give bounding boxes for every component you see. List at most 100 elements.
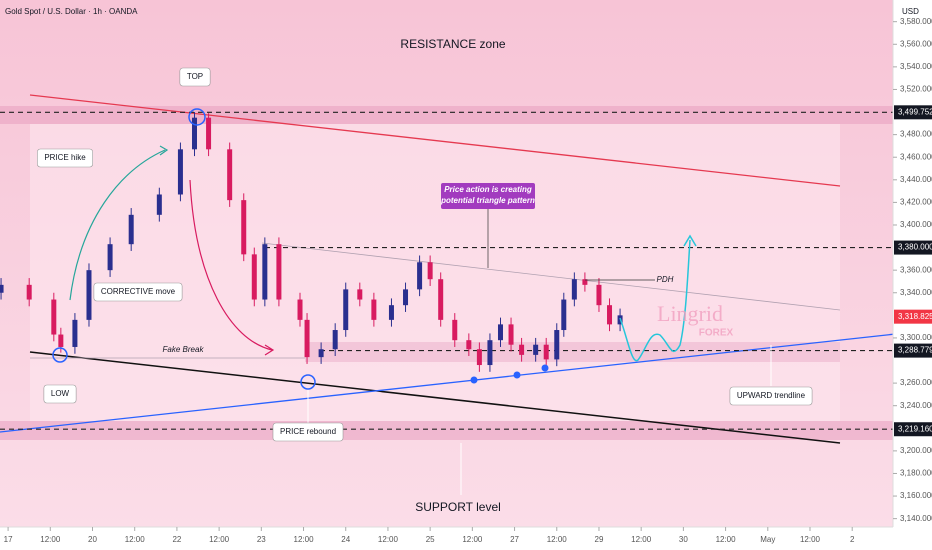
annotation: Fake Break: [163, 345, 205, 354]
x-tick-label: 12:00: [631, 535, 652, 544]
x-tick-label: 2: [850, 535, 855, 544]
candle-body: [318, 349, 324, 358]
x-tick-label: 12:00: [462, 535, 483, 544]
upward-trendline: [0, 329, 932, 433]
price-axis: [893, 0, 932, 550]
price-tag: [894, 105, 932, 120]
symbol-title: Gold Spot / U.S. Dollar · 1h · OANDA: [5, 7, 138, 16]
annotation: UPWARD trendline: [737, 391, 806, 400]
x-tick-label: 12:00: [40, 535, 61, 544]
candle-body: [128, 214, 134, 245]
y-tick-label: 3,440.000: [900, 175, 932, 184]
candle-body: [427, 262, 433, 280]
candle-body: [206, 117, 212, 150]
candle-body: [543, 344, 549, 360]
low-marker: [52, 347, 68, 363]
x-tick-label: 12:00: [125, 535, 146, 544]
callout-box: [441, 183, 535, 209]
y-tick-label: 3,580.000: [900, 17, 932, 26]
x-tick-label: 12:00: [378, 535, 399, 544]
annotation: TOP: [187, 72, 203, 81]
candle-body: [191, 117, 197, 150]
candle-body: [107, 244, 113, 271]
candle-body: [241, 200, 247, 255]
annotation: PRICE rebound: [280, 427, 336, 436]
y-tick-label: 3,140.000: [900, 514, 932, 523]
projection: [619, 239, 691, 362]
candle-body: [72, 319, 78, 347]
x-tick-label: 25: [426, 535, 435, 544]
top-marker: [188, 108, 206, 126]
currency: USD: [902, 7, 919, 16]
y-tick-label: 3,560.000: [900, 39, 932, 48]
x-tick-label: 12:00: [294, 535, 315, 544]
candle-body: [388, 305, 394, 320]
range-box: [30, 124, 840, 421]
fake-break-band: [305, 342, 840, 362]
y-tick-label: 3,400.000: [900, 220, 932, 229]
x-tick-label: 12:00: [716, 535, 737, 544]
candle-body: [466, 340, 472, 350]
price-tag: [894, 240, 932, 255]
candle-body: [571, 279, 577, 300]
y-tick-label: 3,420.000: [900, 198, 932, 207]
y-tick-label: 3,540.000: [900, 62, 932, 71]
candle-body: [417, 262, 423, 290]
candle-body: [0, 284, 4, 293]
touch-dot: [513, 371, 521, 379]
candle-body: [227, 149, 233, 201]
price-tag: [894, 422, 932, 437]
annotation-box: [729, 386, 813, 406]
y-tick-label: 3,260.000: [900, 378, 932, 387]
y-tick-label: 3,480.000: [900, 130, 932, 139]
callout-text: Price action is creating: [444, 185, 532, 194]
candle-body: [156, 194, 162, 215]
candle-body: [26, 284, 32, 300]
candle-body: [251, 254, 257, 300]
price-tag-label: 3,288.779: [898, 346, 932, 355]
levels: [0, 111, 893, 430]
x-tick-label: 22: [172, 535, 181, 544]
annotation-box: [179, 67, 211, 87]
candle-body: [371, 299, 377, 320]
candle-body: [403, 289, 409, 306]
corrective-arrowhead: [264, 344, 275, 356]
price-tag-label: 3,219.160: [898, 424, 932, 433]
candle-body: [438, 279, 444, 320]
x-tick-label: 12:00: [800, 535, 821, 544]
candle-body: [476, 349, 482, 366]
candle-body: [452, 319, 458, 341]
price-tag: [894, 343, 932, 358]
hike-arrowhead: [159, 145, 169, 156]
annotation-box: [37, 148, 93, 168]
annotation: CORRECTIVE move: [101, 287, 176, 296]
candle-body: [508, 324, 514, 345]
x-tick-label: 24: [341, 535, 350, 544]
candle-body: [262, 244, 268, 300]
annotation: Lingrid: [657, 301, 723, 326]
price-tag-label: 3,318.825: [898, 312, 932, 321]
projection-arrowhead: [683, 234, 697, 247]
support-band: [0, 421, 893, 440]
price-tag-label: 3,499.752: [898, 107, 932, 116]
candle-body: [357, 289, 363, 300]
candle-body: [582, 279, 588, 285]
y-tick-label: 3,360.000: [900, 265, 932, 274]
time-axis: [0, 527, 893, 550]
resistance-band: [0, 106, 893, 124]
hike-arrow: [69, 149, 166, 301]
touch-dot: [541, 364, 549, 372]
candle-body: [554, 330, 560, 360]
touch-dot: [470, 376, 478, 384]
y-tick-label: 3,180.000: [900, 469, 932, 478]
y-tick-label: 3,520.000: [900, 85, 932, 94]
callout-text: potential triangle pattern: [440, 196, 535, 205]
annotation: LOW: [51, 389, 70, 398]
annotation-box: [43, 384, 77, 404]
y-tick-label: 3,200.000: [900, 446, 932, 455]
y-tick-label: 3,160.000: [900, 491, 932, 500]
candle-body: [343, 289, 349, 331]
candle-body: [533, 344, 539, 355]
x-tick-label: 17: [4, 535, 13, 544]
